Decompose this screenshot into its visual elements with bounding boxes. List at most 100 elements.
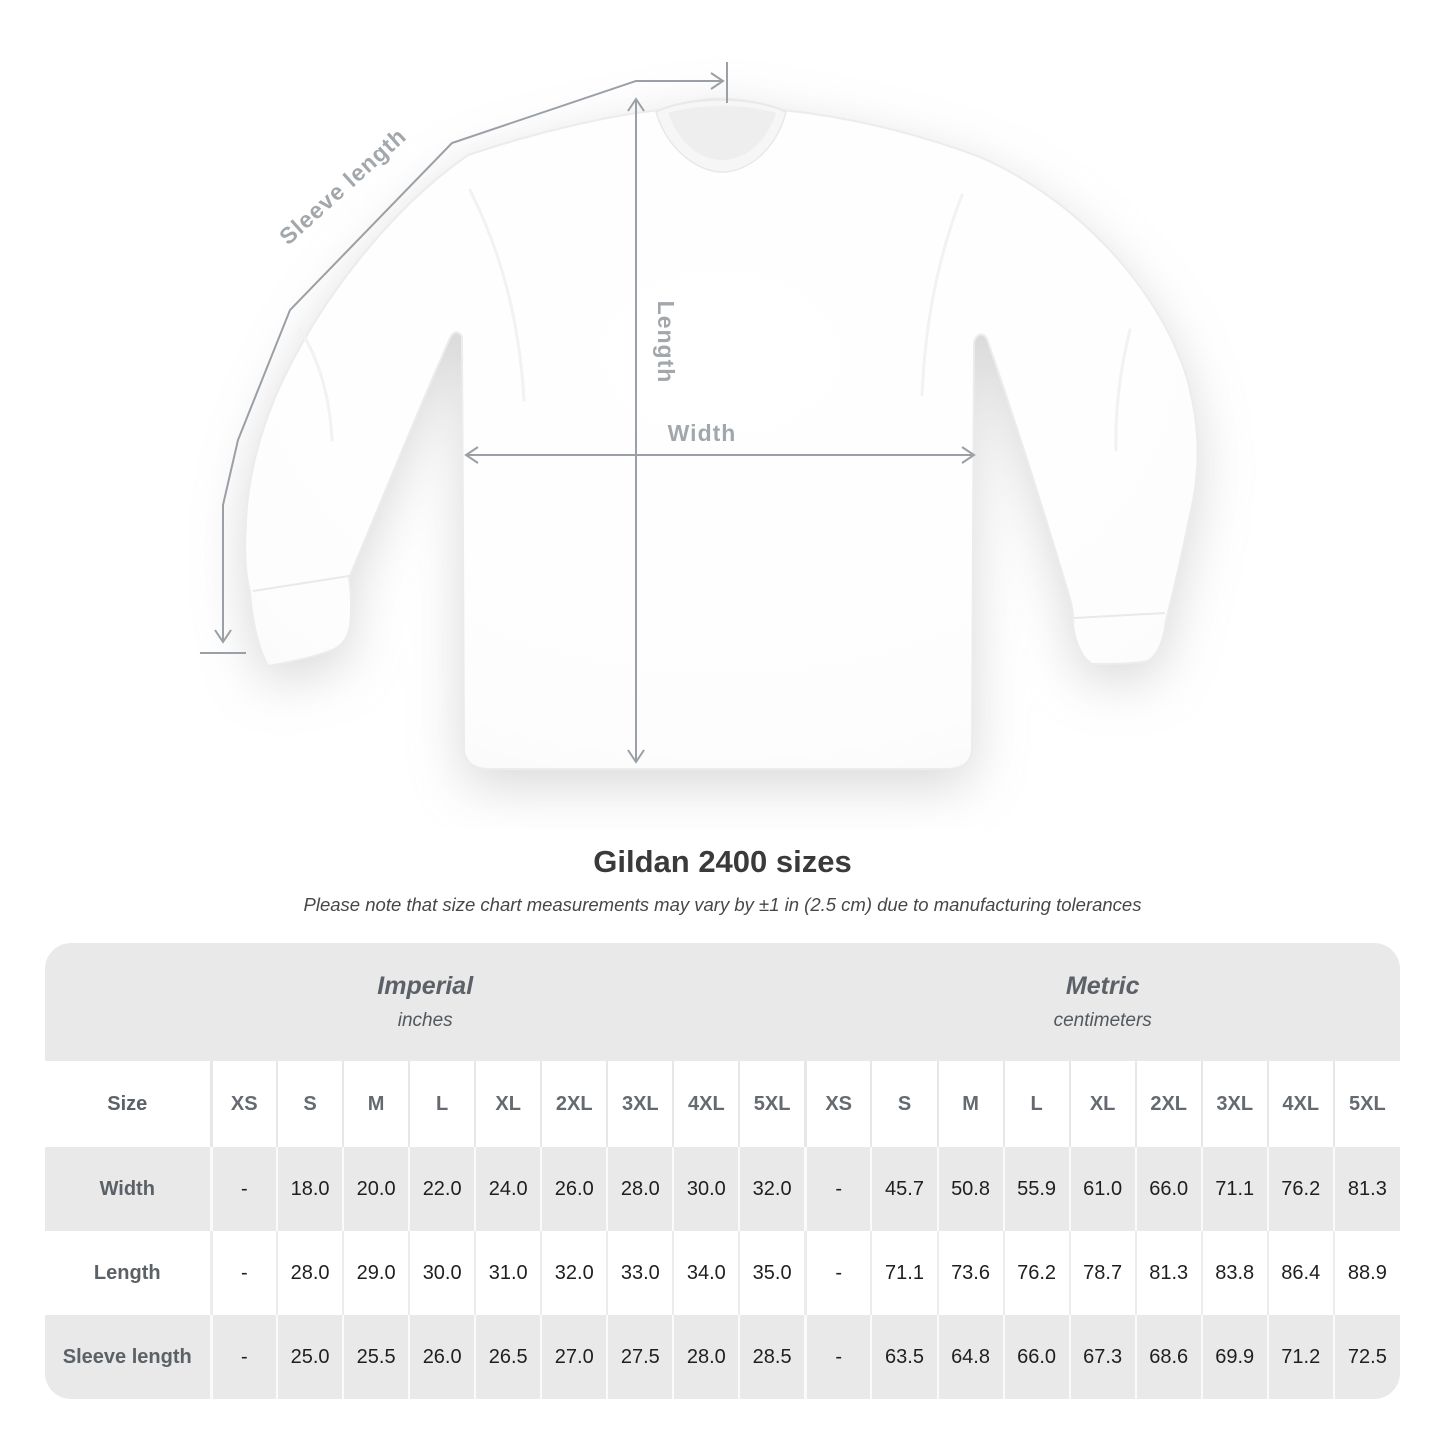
size-header-metric: M [936, 1061, 1004, 1147]
fabric-crease [920, 193, 964, 397]
arrow-left-icon [464, 446, 479, 464]
measurement-value: 81.3 [1332, 1147, 1400, 1231]
metric-unit-sublabel: centimeters [1053, 1010, 1152, 1031]
measurement-value: 81.3 [1134, 1231, 1202, 1315]
arrow-up-icon [627, 97, 645, 112]
size-header-imperial: S [276, 1061, 344, 1147]
measurement-value: 76.2 [1266, 1147, 1334, 1231]
measurement-value: 28.0 [276, 1231, 344, 1315]
measurement-value: 32.0 [738, 1147, 806, 1231]
measurement-value: 61.0 [1068, 1147, 1136, 1231]
page-subtitle: Please note that size chart measurements… [303, 894, 1142, 915]
unit-header-row: Imperial inches Metric centimeters [45, 943, 1400, 1061]
measurement-value: 28.0 [672, 1315, 740, 1399]
measurement-value: 68.6 [1134, 1315, 1202, 1399]
size-header-metric: 2XL [1134, 1061, 1202, 1147]
measurement-value: 45.7 [870, 1147, 938, 1231]
measurement-value: 71.2 [1266, 1315, 1334, 1399]
imperial-unit-label: Imperial [377, 972, 474, 1000]
measurement-row-width: Width -18.0 20.0 22.0 24.0 26.0 28.0 30.0 32.0-4… [45, 1147, 1400, 1231]
size-header-imperial: 5XL [738, 1061, 806, 1147]
measurement-row-sleeve-length: Sleeve length -25.0 25.5 26.0 26.5 27.0 27.5 28… [45, 1315, 1400, 1399]
size-header-imperial: 4XL [672, 1061, 740, 1147]
fabric-crease [298, 328, 334, 442]
measurement-value: 50.8 [936, 1147, 1004, 1231]
measurement-value: 34.0 [672, 1231, 740, 1315]
row-label: Sleeve length [45, 1315, 211, 1399]
measurement-value: 72.5 [1332, 1315, 1400, 1399]
measurement-value: 32.0 [540, 1231, 608, 1315]
measurement-value: 55.9 [1002, 1147, 1070, 1231]
size-header-metric: 5XL [1332, 1061, 1400, 1147]
measurement-value: - [803, 1147, 872, 1231]
measurement-value: - [803, 1315, 872, 1399]
size-header-metric: L [1002, 1061, 1070, 1147]
page-title: Gildan 2400 sizes [593, 844, 852, 879]
measurement-value: 67.3 [1068, 1315, 1136, 1399]
measurement-value: 24.0 [474, 1147, 542, 1231]
measurement-value: 78.7 [1068, 1231, 1136, 1315]
measurement-value: 28.5 [738, 1315, 806, 1399]
measurement-value: 71.1 [870, 1231, 938, 1315]
measurement-value: 18.0 [276, 1147, 344, 1231]
measurement-value: 73.6 [936, 1231, 1004, 1315]
measurement-value: - [803, 1231, 872, 1315]
measurement-value: 26.5 [474, 1315, 542, 1399]
measurement-value: 63.5 [870, 1315, 938, 1399]
size-header-metric: 3XL [1200, 1061, 1268, 1147]
measurement-value: 22.0 [408, 1147, 476, 1231]
imperial-unit-sublabel: inches [397, 1010, 453, 1031]
size-header-imperial: M [342, 1061, 410, 1147]
metric-unit-label: Metric [1065, 972, 1140, 1000]
size-header-metric: XS [803, 1061, 872, 1147]
size-header-imperial: XS [209, 1061, 278, 1147]
size-header-metric: XL [1068, 1061, 1136, 1147]
row-label: Length [45, 1231, 211, 1315]
metric-unit-header: Metric centimeters [805, 943, 1400, 1061]
size-column-header: Size [107, 1092, 148, 1115]
size-chart-table: Imperial inches Metric centimeters Size X… [45, 943, 1400, 1399]
measurement-value: 64.8 [936, 1315, 1004, 1399]
measurement-value: 76.2 [1002, 1231, 1070, 1315]
measurement-value: 31.0 [474, 1231, 542, 1315]
size-header-imperial: 3XL [606, 1061, 674, 1147]
measurement-value: - [209, 1231, 278, 1315]
measurement-value: 86.4 [1266, 1231, 1334, 1315]
arrow-down-icon [214, 629, 232, 644]
measurement-row-length: Length -28.0 29.0 30.0 31.0 32.0 33.0 34.0 35.0-… [45, 1231, 1400, 1315]
size-header-imperial: 2XL [540, 1061, 608, 1147]
arrow-down-icon [627, 749, 645, 764]
size-header-metric: 4XL [1266, 1061, 1334, 1147]
measurement-value: 71.1 [1200, 1147, 1268, 1231]
size-header-imperial: XL [474, 1061, 542, 1147]
measurement-value: 83.8 [1200, 1231, 1268, 1315]
imperial-unit-header: Imperial inches [45, 943, 806, 1061]
measurement-value: 88.9 [1332, 1231, 1400, 1315]
width-measure: Width [464, 420, 976, 464]
left-cuff-seam [252, 575, 350, 592]
arrow-right-icon [710, 72, 725, 90]
measurement-value: 28.0 [606, 1147, 674, 1231]
measurement-value: 30.0 [672, 1147, 740, 1231]
measurement-value: 26.0 [540, 1147, 608, 1231]
measurement-value: 26.0 [408, 1315, 476, 1399]
fabric-crease [1114, 328, 1132, 452]
length-label: Length [653, 301, 679, 384]
measurement-value: 30.0 [408, 1231, 476, 1315]
size-header-row: Size XS S M L XL 2XL 3XL 4XL 5XL XS S M L XL 2XL 3XL 4XL 5… [45, 1061, 1400, 1147]
size-header-metric: S [870, 1061, 938, 1147]
width-label: Width [668, 420, 737, 446]
fabric-crease [468, 188, 526, 402]
measurement-value: 35.0 [738, 1231, 806, 1315]
length-measure: Length [627, 97, 679, 764]
shirt-silhouette [244, 98, 1199, 770]
measurement-value: 27.5 [606, 1315, 674, 1399]
measurement-value: 29.0 [342, 1231, 410, 1315]
measurement-value: 27.0 [540, 1315, 608, 1399]
measurement-value: 66.0 [1134, 1147, 1202, 1231]
measurement-value: 66.0 [1002, 1315, 1070, 1399]
right-cuff-seam [1073, 612, 1166, 619]
shirt-measurement-diagram: Sleeve length Length Width [200, 62, 1199, 770]
shirt-collar-opening [668, 106, 776, 160]
